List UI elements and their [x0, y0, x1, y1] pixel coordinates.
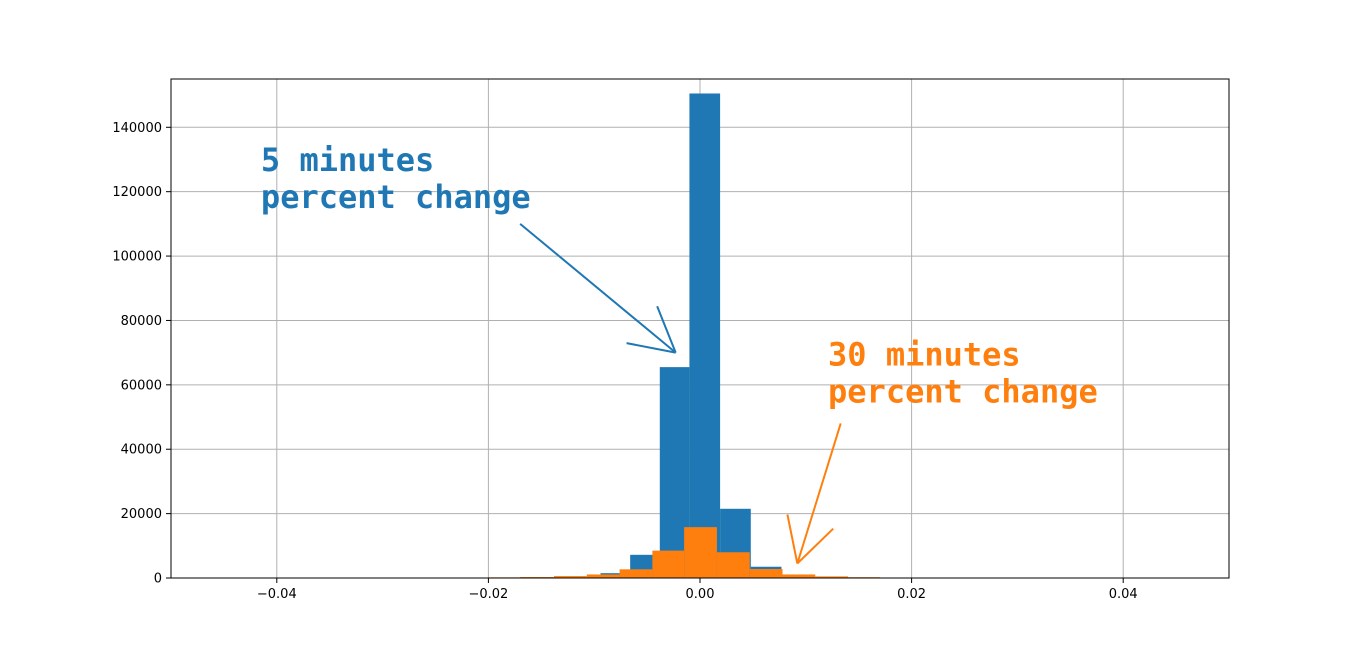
histogram-bar [749, 568, 783, 578]
annotation-text: 30 minutes percent change [828, 336, 1098, 411]
y-tick-label: 60000 [121, 378, 162, 393]
histogram-bar [553, 576, 587, 578]
histogram-bar [815, 576, 849, 578]
annotation-line: percent change [261, 178, 531, 216]
y-tick-label: 0 [154, 572, 162, 587]
y-tick-label: 120000 [112, 185, 162, 200]
annotation-arrow-shaft [519, 223, 677, 354]
annotation-arrow-head [656, 305, 677, 354]
y-tick-label: 100000 [112, 250, 162, 265]
x-tick-label: 0.04 [1109, 587, 1138, 602]
histogram-bar [689, 93, 721, 579]
x-tick-label: 0.02 [897, 587, 926, 602]
histogram-bars [424, 93, 978, 579]
x-tick-label: −0.02 [468, 587, 508, 602]
annotation-arrow-head [786, 514, 799, 564]
annotation-line: 5 minutes [261, 141, 434, 179]
x-tick-label: −0.04 [257, 587, 297, 602]
annotation-line: 30 minutes [828, 336, 1021, 374]
histogram-bar [782, 574, 816, 578]
y-tick-label: 20000 [121, 507, 162, 522]
y-tick-label: 40000 [121, 443, 162, 458]
histogram-bar [619, 569, 653, 578]
annotation-line: percent change [828, 373, 1098, 411]
histogram-bar [652, 550, 685, 578]
histogram-bar [716, 552, 750, 578]
annotation-arrow-shaft [796, 423, 842, 564]
y-tick-label: 140000 [112, 121, 162, 136]
x-tick-label: 0.00 [686, 587, 715, 602]
y-tick-label: 80000 [121, 314, 162, 329]
axis-ticks: −0.04 −0.02 0.00 0.02 0.04 0 20000 40000 60000 80… [112, 121, 1137, 602]
annotation-arrow-head [796, 527, 834, 565]
histogram-bar [586, 574, 620, 578]
histogram-bar [684, 527, 717, 578]
annotation-arrow-head [626, 342, 676, 354]
annotation-text: 5 minutes percent change [261, 141, 531, 216]
